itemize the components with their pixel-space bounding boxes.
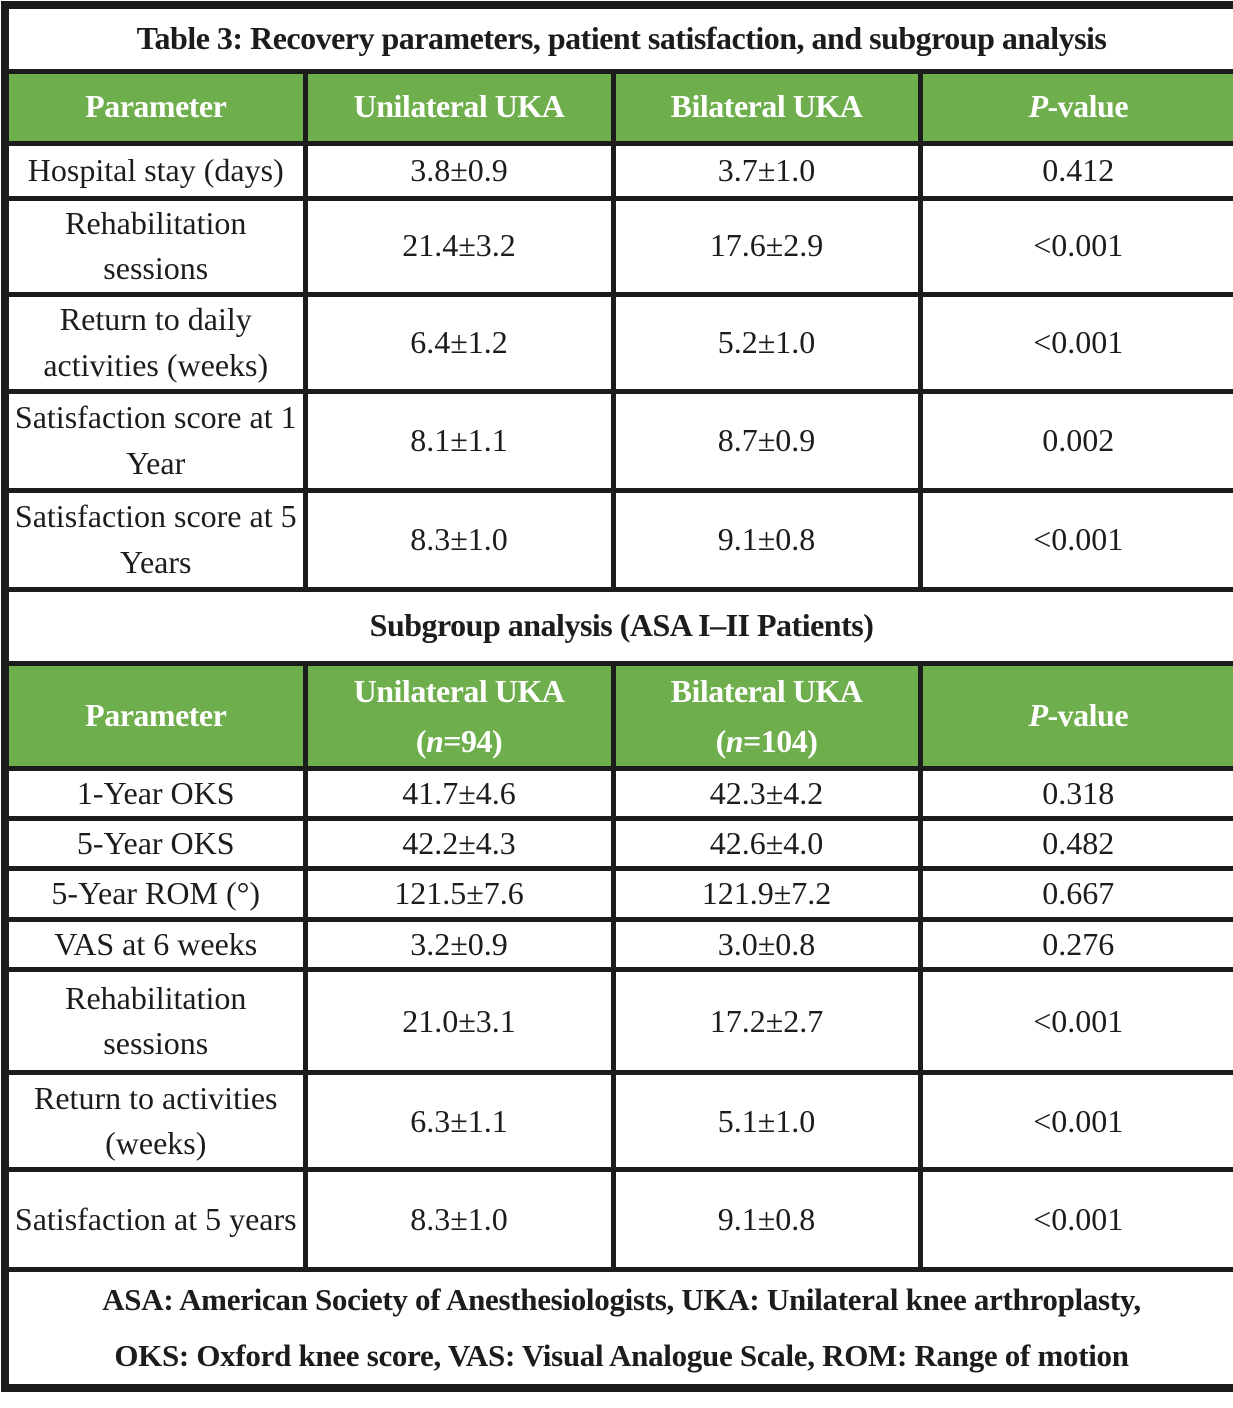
param-cell: 1-Year OKS (2, 765, 308, 821)
p-value-cell: <0.001 (917, 487, 1233, 592)
p-value-cell: 0.002 (917, 388, 1233, 493)
subgroup-title-row: Subgroup analysis (ASA I–II Patients) (2, 586, 1233, 666)
p-value-rest: -value (1047, 696, 1129, 733)
footnote-line1: ASA: American Society of Anesthesiologis… (102, 1282, 1141, 1318)
unilateral-value-cell: 41.7±4.6 (302, 765, 616, 821)
col-header-bilateral-uka: Bilateral UKA (610, 68, 923, 146)
p-value-cell: 0.276 (917, 916, 1233, 973)
unilateral-value-cell: 3.2±0.9 (302, 916, 616, 973)
header-line1: Bilateral UKA (670, 672, 863, 709)
param-cell: Hospital stay (days) (2, 140, 308, 201)
p-value-italic: P (1028, 88, 1048, 125)
p-value-cell: 0.667 (917, 866, 1233, 922)
param-cell: Rehabilitation sessions (2, 195, 308, 297)
p-value-cell: <0.001 (917, 1167, 1233, 1273)
main-header-row: Parameter Unilateral UKA Bilateral UKA P… (2, 68, 1233, 146)
unilateral-value-cell: 8.3±1.0 (302, 1167, 616, 1273)
bilateral-value-cell: 42.6±4.0 (610, 815, 923, 872)
bilateral-value-cell: 8.7±0.9 (610, 388, 923, 493)
subgroup-header-row: Parameter Unilateral UKA (n=94) Bilatera… (2, 660, 1233, 771)
header-line1: Unilateral UKA (353, 672, 565, 709)
header-line2: (n=104) (715, 722, 818, 759)
n-italic: n (725, 722, 744, 759)
bilateral-value-cell: 5.2±1.0 (610, 291, 923, 394)
unilateral-value-cell: 6.3±1.1 (302, 1070, 616, 1173)
table-row: Satisfaction at 5 years 8.3±1.0 9.1±0.8 … (2, 1167, 1233, 1273)
p-value-cell: 0.412 (917, 140, 1233, 201)
bilateral-value-cell: 3.0±0.8 (610, 916, 923, 973)
table-row: Satisfaction score at 1 Year 8.1±1.1 8.7… (2, 388, 1233, 493)
p-value-cell: <0.001 (917, 967, 1233, 1076)
col-header-unilateral-uka-n94: Unilateral UKA (n=94) (302, 660, 616, 771)
n-italic: n (425, 722, 444, 759)
unilateral-value-cell: 21.4±3.2 (302, 195, 616, 297)
unilateral-value-cell: 8.1±1.1 (302, 388, 616, 493)
table-row: 1-Year OKS 41.7±4.6 42.3±4.2 0.318 (2, 765, 1233, 821)
param-cell: Return to daily activities (weeks) (2, 291, 308, 394)
table-row: Return to daily activities (weeks) 6.4±1… (2, 291, 1233, 394)
p-value-cell: <0.001 (917, 291, 1233, 394)
p-value-cell: <0.001 (917, 1070, 1233, 1173)
bilateral-value-cell: 17.2±2.7 (610, 967, 923, 1076)
param-cell: Rehabilitation sessions (2, 967, 308, 1076)
table-row: 5-Year OKS 42.2±4.3 42.6±4.0 0.482 (2, 815, 1233, 872)
table-title: Table 3: Recovery parameters, patient sa… (2, 2, 1233, 74)
p-value-rest: -value (1047, 88, 1129, 125)
subgroup-title: Subgroup analysis (ASA I–II Patients) (2, 586, 1233, 666)
table-row: Rehabilitation sessions 21.4±3.2 17.6±2.… (2, 195, 1233, 297)
p-value-cell: <0.001 (917, 195, 1233, 297)
p-value-italic: P (1028, 696, 1048, 733)
p-value-cell: 0.318 (917, 765, 1233, 821)
param-cell: 5-Year OKS (2, 815, 308, 872)
unilateral-value-cell: 3.8±0.9 (302, 140, 616, 201)
title-row: Table 3: Recovery parameters, patient sa… (2, 2, 1233, 74)
param-cell: 5-Year ROM (°) (2, 866, 308, 922)
bilateral-value-cell: 121.9±7.2 (610, 866, 923, 922)
bilateral-value-cell: 17.6±2.9 (610, 195, 923, 297)
col-header-bilateral-uka-n104: Bilateral UKA (n=104) (610, 660, 923, 771)
table-row: Hospital stay (days) 3.8±0.9 3.7±1.0 0.4… (2, 140, 1233, 201)
header-line2: (n=94) (415, 722, 503, 759)
unilateral-value-cell: 6.4±1.2 (302, 291, 616, 394)
table-row: Satisfaction score at 5 Years 8.3±1.0 9.… (2, 487, 1233, 592)
footnote-line2: OKS: Oxford knee score, VAS: Visual Anal… (114, 1338, 1129, 1374)
unilateral-value-cell: 8.3±1.0 (302, 487, 616, 592)
bilateral-value-cell: 9.1±0.8 (610, 1167, 923, 1273)
table-row: 5-Year ROM (°) 121.5±7.6 121.9±7.2 0.667 (2, 866, 1233, 922)
table-row: VAS at 6 weeks 3.2±0.9 3.0±0.8 0.276 (2, 916, 1233, 973)
param-cell: Satisfaction score at 1 Year (2, 388, 308, 493)
col-header-p-value: P-value (917, 68, 1233, 146)
col-header-unilateral-uka: Unilateral UKA (302, 68, 616, 146)
table-row: Return to activities (weeks) 6.3±1.1 5.1… (2, 1070, 1233, 1173)
unilateral-value-cell: 42.2±4.3 (302, 815, 616, 872)
param-cell: VAS at 6 weeks (2, 916, 308, 973)
abbreviations-footnote: ASA: American Society of Anesthesiologis… (2, 1267, 1233, 1391)
bilateral-value-cell: 9.1±0.8 (610, 487, 923, 592)
param-cell: Satisfaction score at 5 Years (2, 487, 308, 592)
col-header-parameter: Parameter (2, 68, 308, 146)
p-value-cell: 0.482 (917, 815, 1233, 872)
bilateral-value-cell: 3.7±1.0 (610, 140, 923, 201)
unilateral-value-cell: 121.5±7.6 (302, 866, 616, 922)
table-row: Rehabilitation sessions 21.0±3.1 17.2±2.… (2, 967, 1233, 1076)
unilateral-value-cell: 21.0±3.1 (302, 967, 616, 1076)
col-header-parameter: Parameter (2, 660, 308, 771)
param-cell: Return to activities (weeks) (2, 1070, 308, 1173)
col-header-p-value: P-value (917, 660, 1233, 771)
bilateral-value-cell: 42.3±4.2 (610, 765, 923, 821)
bilateral-value-cell: 5.1±1.0 (610, 1070, 923, 1173)
param-cell: Satisfaction at 5 years (2, 1167, 308, 1273)
footnote-row: ASA: American Society of Anesthesiologis… (2, 1267, 1233, 1391)
